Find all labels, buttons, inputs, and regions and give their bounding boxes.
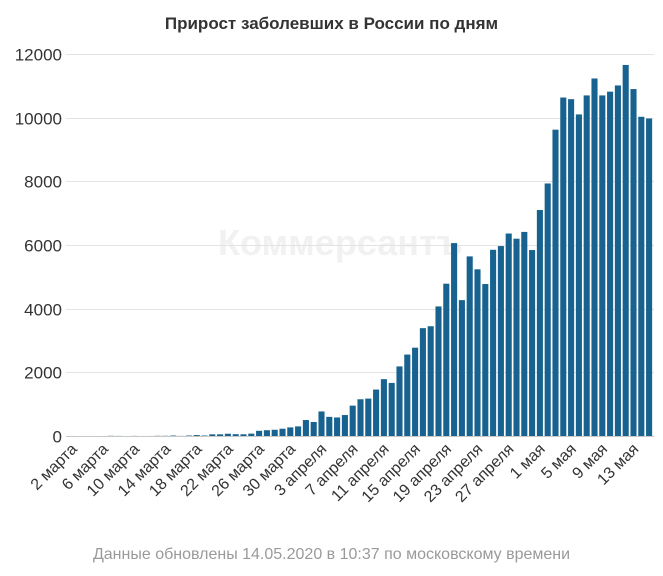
bar <box>373 389 380 436</box>
bar <box>248 433 255 436</box>
y-tick-label: 0 <box>53 428 62 447</box>
bar <box>349 405 356 436</box>
bar <box>490 249 497 436</box>
bar <box>396 366 403 436</box>
bar <box>607 91 614 436</box>
bar <box>318 411 325 436</box>
bar <box>302 420 309 436</box>
bar <box>427 326 434 436</box>
bar <box>271 429 278 436</box>
bar <box>513 238 520 436</box>
bar <box>388 382 395 436</box>
chart-title: Прирост заболевших в России по дням <box>164 14 499 33</box>
bar <box>232 434 239 436</box>
bar <box>614 85 621 436</box>
bar <box>341 415 348 436</box>
bar <box>497 246 504 436</box>
bar <box>209 434 216 436</box>
bar <box>505 233 512 436</box>
bar <box>412 347 419 436</box>
bar <box>583 95 590 437</box>
bar <box>575 114 582 437</box>
bar <box>568 99 575 437</box>
bar <box>622 64 629 436</box>
watermark: Коммерсантъ <box>218 222 463 263</box>
bar <box>380 379 387 436</box>
update-note: Данные обновлены 14.05.2020 в 10:37 по м… <box>92 546 571 563</box>
bar <box>638 116 645 436</box>
bar <box>334 417 341 436</box>
bar <box>279 428 286 436</box>
bar <box>295 426 302 436</box>
bar <box>310 421 317 436</box>
bar <box>599 95 606 437</box>
bar <box>443 283 450 436</box>
bar <box>193 435 200 436</box>
y-tick-label: 6000 <box>24 237 62 256</box>
x-tick-label: 5 мая <box>538 441 580 483</box>
bar <box>326 416 333 436</box>
bar <box>482 284 489 436</box>
bar <box>458 300 465 436</box>
x-tick-label: 1 мая <box>507 441 549 483</box>
y-tick-label: 8000 <box>24 173 62 192</box>
bar <box>240 434 247 436</box>
bar <box>466 256 473 436</box>
y-tick-label: 12000 <box>15 46 62 65</box>
y-tick-label: 4000 <box>24 301 62 320</box>
bar <box>263 430 270 436</box>
bar <box>646 118 653 437</box>
bar <box>419 328 426 436</box>
bar <box>521 231 528 436</box>
bar <box>451 243 458 436</box>
bar <box>224 433 231 436</box>
bar <box>287 427 294 436</box>
y-tick-label: 2000 <box>24 364 62 383</box>
y-axis-labels: 0 2000 4000 6000 8000 10000 12000 <box>15 46 62 447</box>
y-tick-label: 10000 <box>15 110 62 129</box>
bar <box>536 210 543 436</box>
bar <box>560 97 567 437</box>
bar <box>435 306 442 436</box>
bar <box>552 129 559 437</box>
bars <box>68 64 653 437</box>
bar <box>404 354 411 436</box>
bar <box>474 269 481 436</box>
bar <box>529 250 536 436</box>
bar <box>256 430 263 436</box>
bar <box>357 399 364 436</box>
bar <box>365 398 372 436</box>
bar <box>544 183 551 436</box>
bar <box>591 78 598 436</box>
bar <box>630 89 637 437</box>
bar <box>217 434 224 436</box>
